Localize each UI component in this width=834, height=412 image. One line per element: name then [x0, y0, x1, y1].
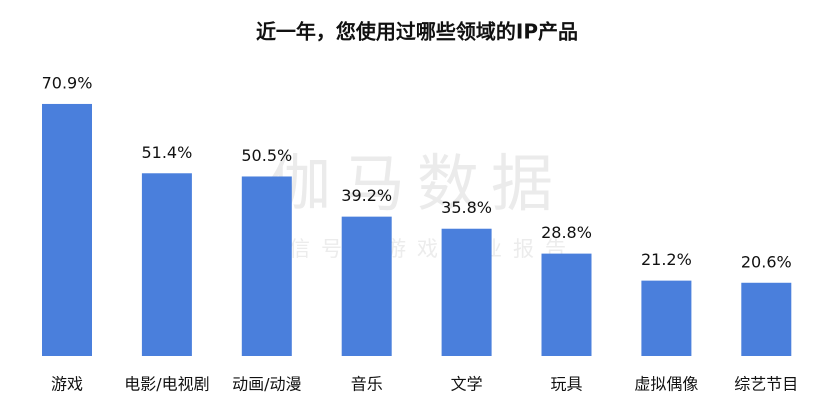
value-label: 50.5% — [241, 146, 292, 165]
value-label: 39.2% — [341, 186, 392, 205]
bar — [441, 228, 492, 356]
watermark: 伽马数据 — [269, 147, 565, 220]
bar — [341, 216, 392, 356]
value-label: 51.4% — [141, 143, 192, 162]
x-tick-label: 游戏 — [51, 375, 83, 394]
x-tick-label: 文学 — [451, 375, 483, 394]
bar — [241, 176, 292, 356]
x-tick-label: 玩具 — [550, 375, 582, 394]
x-tick-label: 电影/电视剧 — [124, 375, 209, 394]
value-label: 28.8% — [541, 223, 592, 242]
x-tick-label: 动画/动漫 — [232, 375, 301, 394]
bar — [741, 282, 792, 356]
chart-title: 近一年，您使用过哪些领域的IP产品 — [256, 20, 578, 44]
bar — [42, 103, 92, 356]
value-label: 20.6% — [741, 252, 792, 271]
value-label: 35.8% — [441, 198, 492, 217]
value-label: 21.2% — [641, 250, 692, 269]
value-label: 70.9% — [42, 73, 93, 92]
watermark-subtitle: 微信号：游戏产业报告 — [257, 237, 577, 261]
x-tick-label: 虚拟偶像 — [634, 375, 698, 394]
bar — [541, 253, 592, 356]
bar — [641, 280, 692, 356]
bar — [141, 173, 192, 356]
x-tick-label: 综艺节目 — [734, 375, 798, 394]
x-tick-label: 音乐 — [351, 375, 383, 394]
